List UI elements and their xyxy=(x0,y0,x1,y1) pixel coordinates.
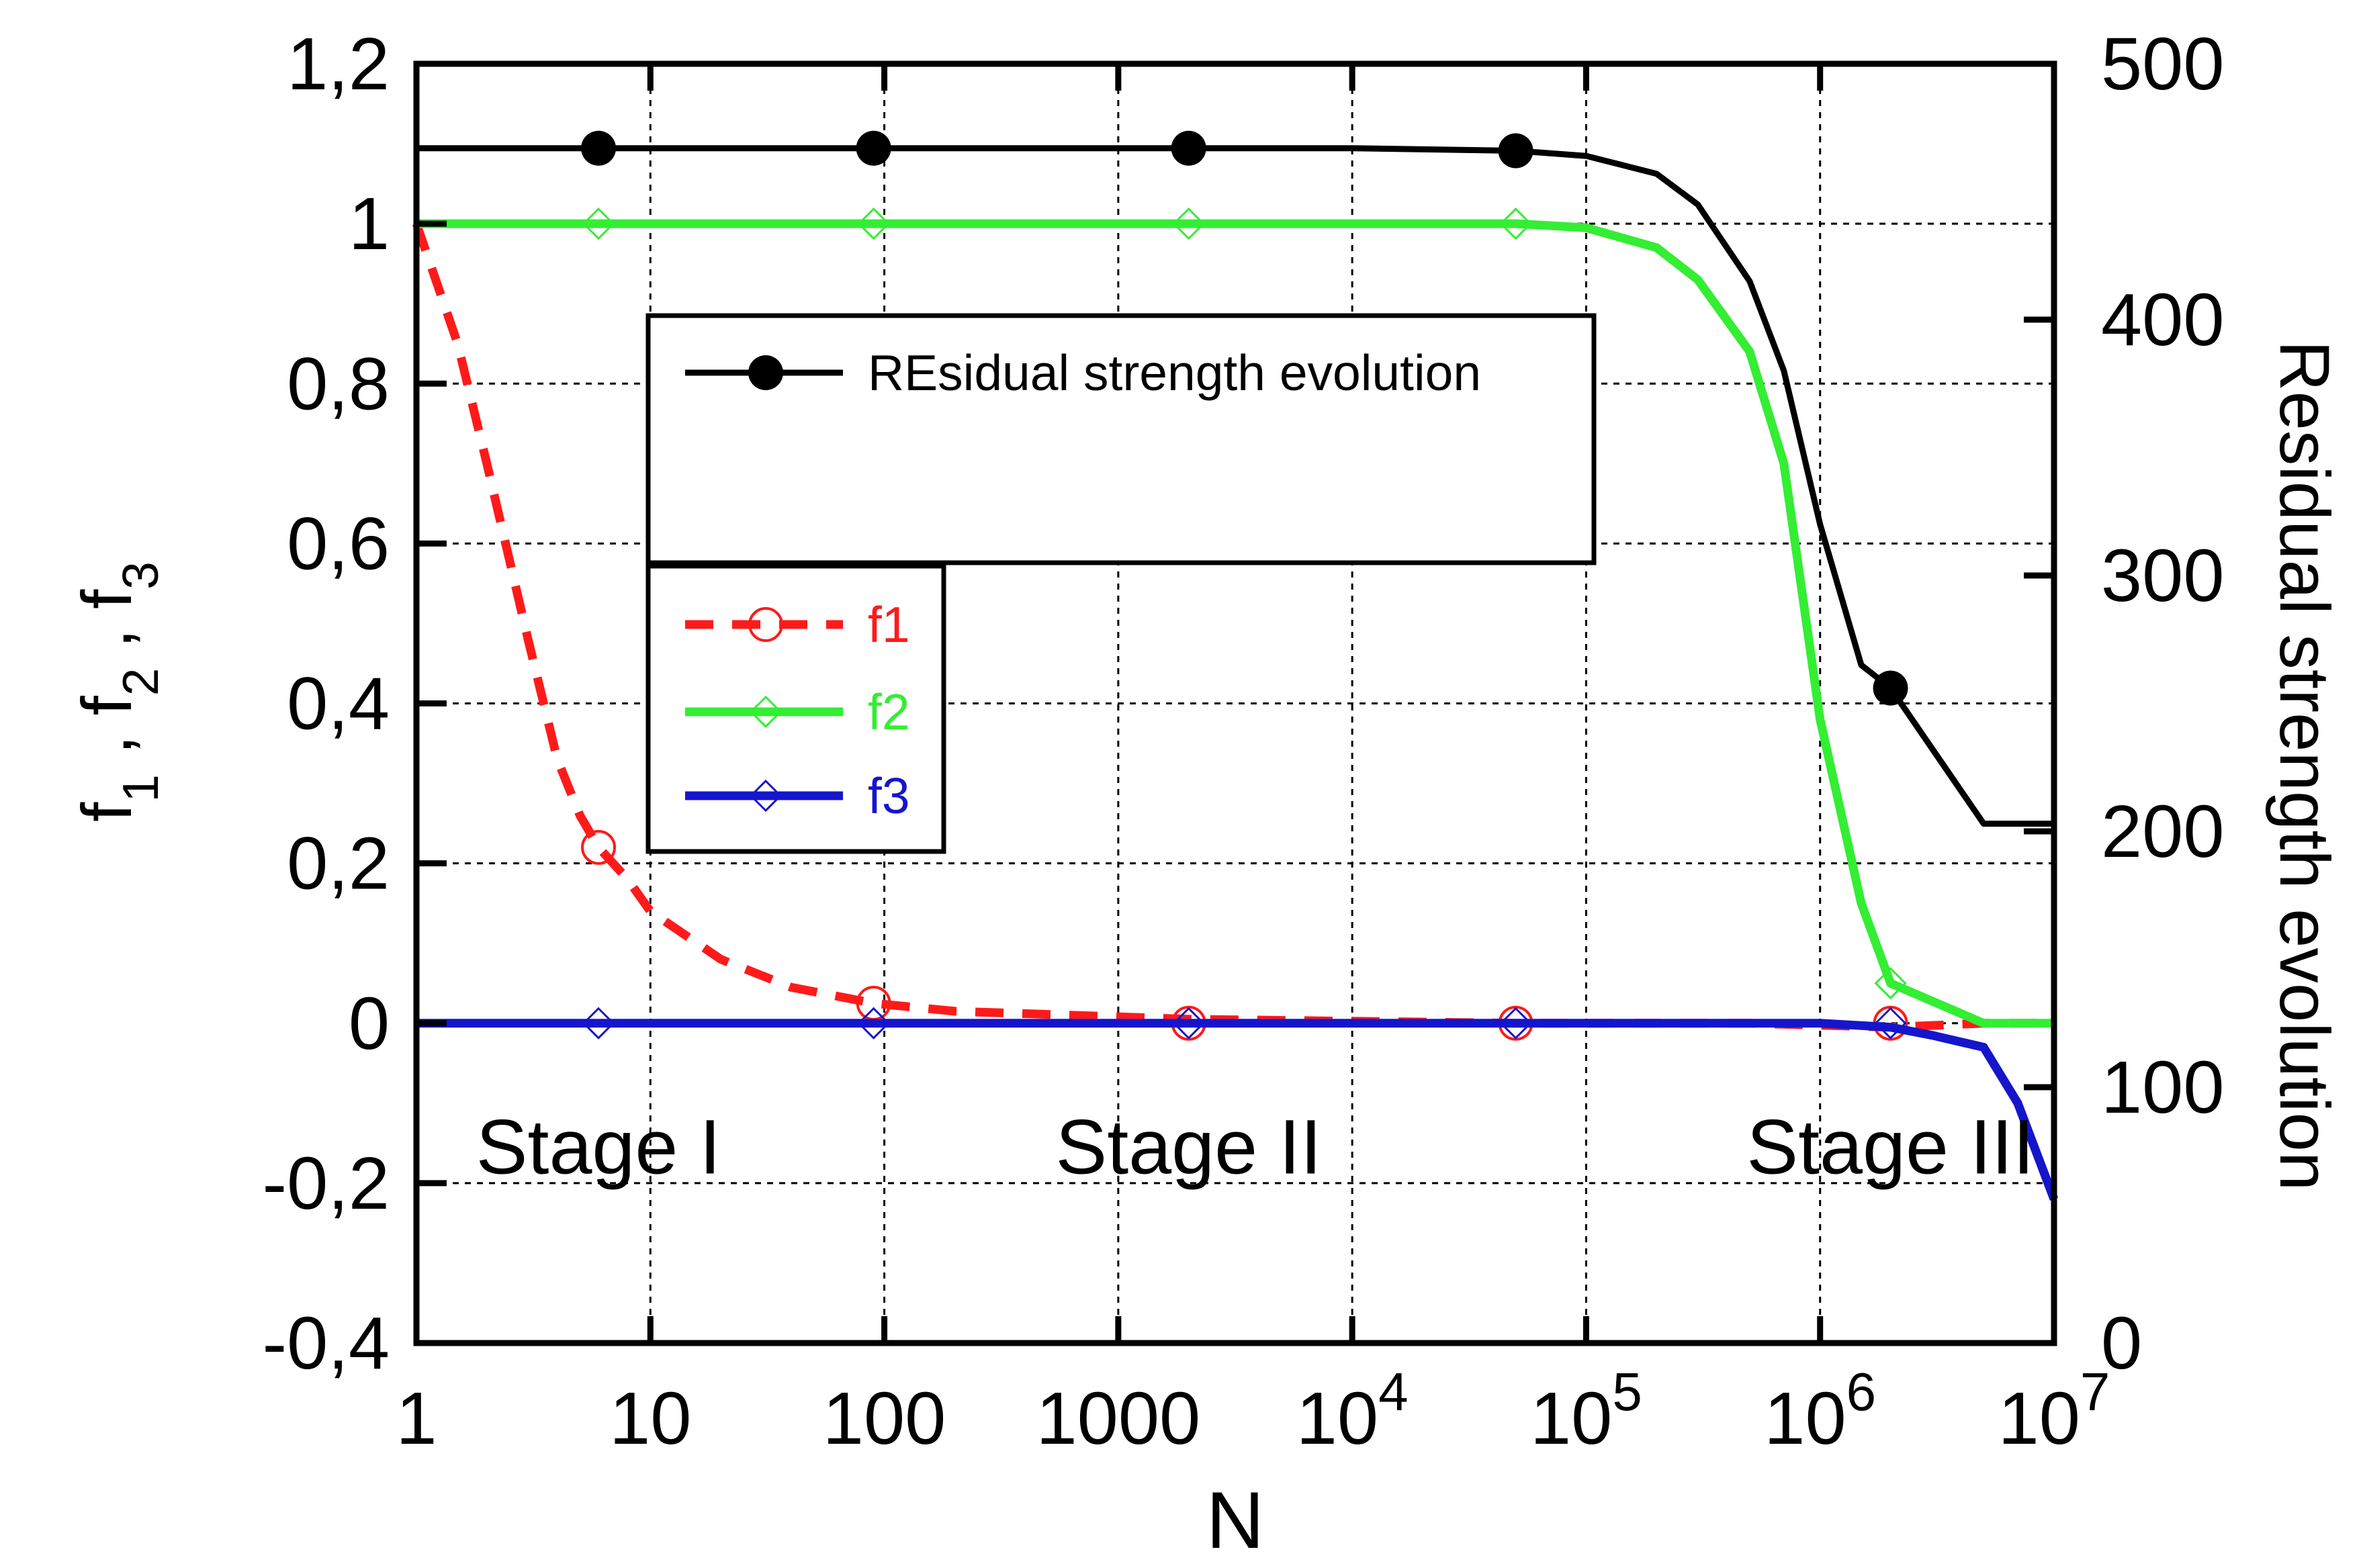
y-left-tick-label: 0,6 xyxy=(287,502,390,585)
marker-open-diamond xyxy=(1874,1007,1907,1040)
y-left-label-subscript: 1 xyxy=(112,774,169,802)
x-tick-label: 105 xyxy=(1530,1362,1642,1460)
legend-label: f2 xyxy=(868,684,910,740)
stage-label: Stage I xyxy=(476,1104,721,1190)
series-f2 xyxy=(416,207,2054,1028)
y-left-tick-label: 1 xyxy=(349,183,390,265)
stage-label: Stage II xyxy=(1056,1104,1322,1190)
y-right-tick-label: 400 xyxy=(2101,279,2225,361)
marker-open-diamond xyxy=(1499,1007,1532,1040)
series-line xyxy=(416,1019,2059,1201)
series-line xyxy=(416,219,2054,1028)
marker-open-diamond xyxy=(582,1007,615,1040)
series-layer xyxy=(412,130,2059,1201)
x-tick-label: 1000 xyxy=(1036,1377,1200,1460)
annotations: Stage I Stage II Stage III xyxy=(476,1104,2035,1190)
series-residual-strength-evolution xyxy=(416,130,2054,827)
y-axis-label-right: Residual strength evolution xyxy=(2265,340,2344,1191)
y-left-label-base: f xyxy=(68,802,146,822)
y-left-tick-label: -0,2 xyxy=(262,1142,390,1225)
x-tick-exponent: 5 xyxy=(1612,1362,1642,1422)
y-right-tick-label: 0 xyxy=(2101,1302,2142,1385)
marker-filled-circle xyxy=(581,130,617,166)
marker-open-circle xyxy=(581,829,617,865)
marker-open-diamond xyxy=(1499,207,1532,240)
marker-open-diamond xyxy=(582,207,615,240)
y-left-tick-label: 1,2 xyxy=(287,23,390,105)
y-left-label-base: f xyxy=(68,695,146,715)
marker-open-circle xyxy=(748,607,783,642)
marker-open-diamond xyxy=(857,1007,890,1040)
y-right-tick-label: 100 xyxy=(2101,1046,2225,1129)
legend-label: f3 xyxy=(868,768,910,824)
y-left-tick-label: 0,8 xyxy=(287,342,390,425)
marker-filled-circle xyxy=(856,130,891,166)
y-left-tick-label: -0,4 xyxy=(262,1302,390,1385)
marker-open-diamond xyxy=(1874,967,1907,1000)
stage-label: Stage III xyxy=(1746,1104,2034,1190)
grid xyxy=(416,64,2054,1343)
x-tick-label: 100 xyxy=(823,1377,946,1460)
marker-open-diamond xyxy=(749,695,783,729)
y-right-tick-label: 300 xyxy=(2101,535,2225,617)
y-left-label-subscript: 2 xyxy=(112,668,169,696)
marker-filled-circle xyxy=(748,355,783,390)
marker-open-diamond xyxy=(1172,1007,1205,1040)
marker-filled-circle xyxy=(1498,133,1533,169)
x-tick-label: 104 xyxy=(1296,1362,1409,1460)
y-right-tick-label: 500 xyxy=(2101,23,2225,105)
y-left-tick-label: 0,4 xyxy=(287,663,390,745)
y-left-label-separator: , xyxy=(68,609,146,668)
x-tick-label: 107 xyxy=(1998,1362,2110,1460)
x-tick-exponent: 7 xyxy=(2080,1362,2110,1422)
x-axis-label: N xyxy=(1206,1475,1265,1565)
x-tick-label: 1 xyxy=(396,1377,437,1460)
ticks: 1 10 100 1000 104 105 106 1071,210,80,60,40,20-… xyxy=(262,23,2224,1460)
y-left-label-subscript: 3 xyxy=(112,561,169,590)
marker-open-diamond xyxy=(1172,207,1205,240)
y-left-label-base: f xyxy=(68,589,146,609)
marker-open-diamond xyxy=(857,207,890,240)
y-axis-label-left: f1 , f2 , f3 xyxy=(68,561,169,822)
series-line xyxy=(416,145,2054,827)
marker-filled-circle xyxy=(1873,670,1908,706)
legend: REsidual strength evolution f1 f2 f3 xyxy=(645,313,1597,854)
y-left-tick-label: 0 xyxy=(349,982,390,1065)
y-right-tick-label: 200 xyxy=(2101,790,2225,873)
x-tick-exponent: 6 xyxy=(1846,1362,1877,1422)
series-f3 xyxy=(416,1007,2059,1201)
y-left-tick-label: 0,2 xyxy=(287,823,390,905)
legend-label: f1 xyxy=(868,596,910,653)
marker-filled-circle xyxy=(1171,130,1206,166)
legend-label: REsidual strength evolution xyxy=(868,344,1481,401)
marker-open-diamond xyxy=(749,779,783,813)
x-tick-label: 10 xyxy=(609,1377,691,1460)
y-left-label-separator: , xyxy=(68,715,146,774)
legend-box-top xyxy=(645,313,1597,565)
x-tick-label: 106 xyxy=(1764,1362,1876,1460)
x-tick-exponent: 4 xyxy=(1378,1362,1409,1422)
